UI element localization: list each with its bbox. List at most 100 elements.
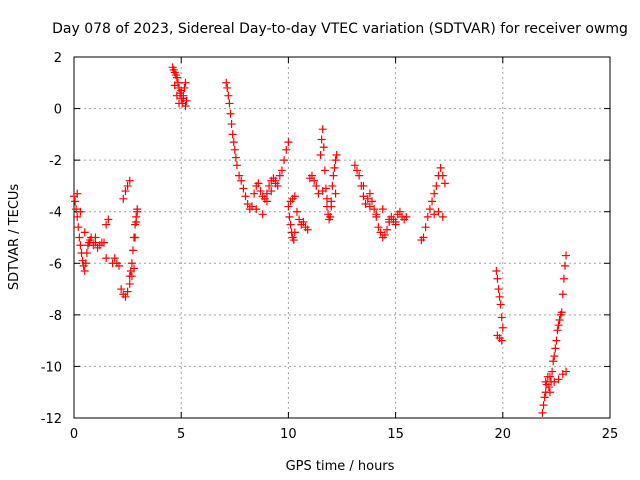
data-point	[247, 202, 256, 211]
data-point	[284, 202, 293, 211]
data-point	[432, 181, 441, 190]
data-point	[170, 81, 179, 90]
data-point	[495, 292, 504, 301]
data-point	[292, 207, 301, 216]
data-point	[312, 181, 321, 190]
data-point	[328, 181, 337, 190]
data-point	[425, 205, 434, 214]
data-point	[280, 156, 289, 165]
data-point	[177, 86, 186, 95]
y-tick-label: 2	[54, 51, 62, 66]
data-point	[76, 207, 85, 216]
data-point	[378, 205, 387, 214]
data-point	[282, 145, 291, 154]
data-point	[299, 218, 308, 227]
data-point	[549, 357, 558, 366]
data-point	[322, 194, 331, 203]
data-point	[229, 138, 238, 147]
data-point	[330, 163, 339, 172]
data-point	[497, 313, 506, 322]
data-point	[102, 220, 111, 229]
data-point	[71, 197, 80, 206]
data-point	[363, 194, 372, 203]
data-point	[295, 215, 304, 224]
data-point	[541, 377, 550, 386]
data-point	[235, 171, 244, 180]
data-point	[128, 246, 137, 255]
data-point	[286, 220, 295, 229]
data-point	[365, 189, 374, 198]
axis-ticks: 0 5 10 15 20 25 -12 -10 -8 -6 -4 -2 0 2	[41, 51, 619, 442]
data-point	[554, 321, 563, 330]
data-point	[232, 161, 241, 170]
data-point	[265, 181, 274, 190]
y-tick-label: -6	[49, 257, 62, 272]
data-point	[230, 145, 239, 154]
data-point	[329, 171, 338, 180]
data-point	[438, 171, 447, 180]
data-point	[102, 254, 111, 263]
data-point	[123, 181, 132, 190]
data-point	[498, 323, 507, 332]
y-tick-label: -2	[49, 154, 62, 169]
data-point	[317, 135, 326, 144]
data-point	[80, 267, 89, 276]
data-point	[132, 212, 141, 221]
data-point	[539, 401, 548, 410]
data-point	[275, 171, 284, 180]
data-point	[179, 94, 188, 103]
data-point	[131, 220, 140, 229]
y-axis-label: SDTVAR / TECUs	[7, 184, 22, 291]
data-point	[125, 176, 134, 185]
data-point	[559, 274, 568, 283]
data-point	[353, 166, 362, 175]
data-point	[241, 192, 250, 201]
data-point	[181, 101, 190, 110]
data-point	[231, 153, 240, 162]
data-point	[436, 163, 445, 172]
data-point	[562, 251, 571, 260]
data-point	[419, 233, 428, 242]
x-tick-label: 25	[602, 427, 619, 442]
data-point	[359, 181, 368, 190]
data-point	[172, 91, 181, 100]
data-point	[554, 375, 563, 384]
data-point	[552, 336, 561, 345]
data-point	[110, 254, 119, 263]
data-point	[493, 274, 502, 283]
data-point	[492, 267, 501, 276]
data-point	[104, 215, 113, 224]
data-point	[289, 236, 298, 245]
data-point	[402, 212, 411, 221]
data-point	[254, 179, 263, 188]
data-point	[250, 189, 259, 198]
data-point	[314, 189, 323, 198]
data-point	[175, 99, 184, 108]
data-point	[331, 189, 340, 198]
data-point	[316, 150, 325, 159]
x-tick-label: 0	[70, 427, 78, 442]
data-point	[538, 408, 547, 417]
data-point	[557, 308, 566, 317]
data-point	[350, 161, 359, 170]
data-point	[119, 194, 128, 203]
data-point	[331, 156, 340, 165]
data-point	[224, 91, 233, 100]
data-point	[267, 187, 276, 196]
data-point	[252, 205, 261, 214]
y-tick-label: -8	[49, 309, 62, 324]
data-point	[440, 179, 449, 188]
x-axis-label: GPS time / hours	[286, 459, 395, 474]
data-point	[262, 189, 271, 198]
data-point	[172, 73, 181, 82]
data-point	[277, 166, 286, 175]
data-point	[91, 233, 100, 242]
data-point	[262, 197, 271, 206]
data-point	[256, 187, 265, 196]
data-point	[76, 241, 85, 250]
data-point	[303, 225, 312, 234]
data-point	[73, 189, 82, 198]
data-point	[125, 279, 134, 288]
data-point	[434, 207, 443, 216]
